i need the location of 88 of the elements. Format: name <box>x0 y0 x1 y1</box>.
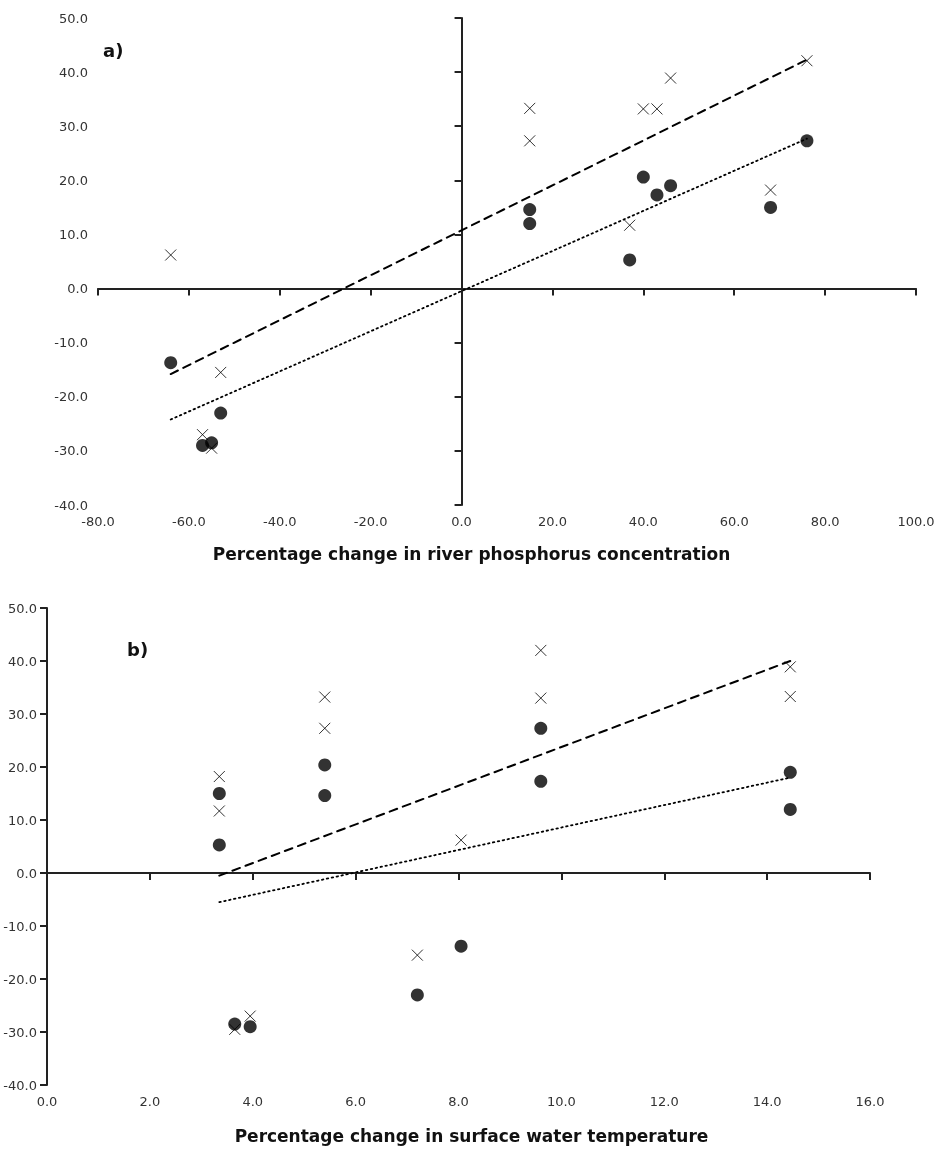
point <box>164 356 178 370</box>
point <box>800 54 813 67</box>
point <box>650 188 664 202</box>
x-tick-label: -20.0 <box>353 514 388 529</box>
point <box>764 200 778 214</box>
point <box>212 787 226 800</box>
text: a) <box>103 39 124 61</box>
point <box>318 758 332 772</box>
point <box>636 170 650 184</box>
x-tick-label: 12.0 <box>649 1094 679 1109</box>
point <box>523 217 537 231</box>
x-tick-label: 2.0 <box>139 1094 161 1109</box>
x-tick-label: 16.0 <box>855 1094 885 1109</box>
point <box>784 690 797 703</box>
point <box>455 834 468 847</box>
x-tick-label: 14.0 <box>752 1094 782 1109</box>
point <box>783 765 797 779</box>
point <box>534 721 548 735</box>
point <box>623 219 636 232</box>
text: b) <box>127 638 149 660</box>
y-tick-label: 0.0 <box>67 281 88 297</box>
y-tick-label: 50.0 <box>8 600 37 616</box>
point <box>523 102 536 115</box>
x-tick-label: 8.0 <box>448 1094 469 1109</box>
x-axis-title: Percentage change in surface water temperature <box>234 1125 709 1146</box>
y-tick-label: -20.0 <box>3 971 37 987</box>
point <box>214 366 227 379</box>
point <box>783 802 797 816</box>
point <box>784 660 797 673</box>
y-tick-label: -30.0 <box>3 1024 37 1040</box>
point <box>318 789 332 803</box>
x-tick-label: 0.0 <box>36 1094 58 1109</box>
y-tick-label: -10.0 <box>54 335 88 351</box>
y-tick-label: 20.0 <box>59 172 88 188</box>
y-tick-label: 30.0 <box>8 706 37 722</box>
y-tick-label: 40.0 <box>59 64 88 80</box>
point <box>196 428 209 441</box>
point <box>214 406 228 420</box>
x-tick-label: 80.0 <box>810 514 840 529</box>
x-tick-label: 60.0 <box>719 514 749 529</box>
point <box>637 102 650 115</box>
point <box>212 838 226 852</box>
point <box>534 774 548 788</box>
y-tick-label: -40.0 <box>54 497 88 513</box>
point <box>523 134 536 147</box>
point <box>800 134 814 148</box>
point <box>664 179 678 193</box>
point <box>650 102 663 115</box>
point <box>534 644 547 657</box>
point <box>454 939 468 953</box>
point <box>244 1010 257 1023</box>
point <box>523 203 537 217</box>
point <box>664 72 677 85</box>
x-axis-title: Percentage change in river phosphorus concentration <box>212 543 731 564</box>
y-tick-label: 10.0 <box>59 226 88 242</box>
x-tick-label: -40.0 <box>262 514 297 529</box>
x-tick-label: 10.0 <box>546 1094 576 1109</box>
y-tick-label: -30.0 <box>54 443 88 459</box>
point <box>764 184 777 197</box>
x-tick-label: 20.0 <box>537 514 567 529</box>
x-tick-label: -80.0 <box>81 514 115 529</box>
y-tick-label: -40.0 <box>3 1077 37 1093</box>
x-tick-label: 100.0 <box>897 514 935 529</box>
point <box>164 249 177 262</box>
x-tick-label: 6.0 <box>345 1094 366 1109</box>
x-tick-label: 40.0 <box>628 514 658 529</box>
point <box>318 722 331 735</box>
point <box>228 1017 242 1031</box>
point <box>534 692 547 705</box>
x-tick-label: 4.0 <box>242 1094 264 1109</box>
point <box>623 253 637 267</box>
y-tick-label: 20.0 <box>8 759 37 775</box>
point <box>205 436 219 450</box>
point <box>318 691 331 704</box>
point <box>243 1020 257 1034</box>
x-tick-label: 0.0 <box>451 514 472 529</box>
y-tick-label: 30.0 <box>59 118 88 134</box>
point <box>213 804 226 817</box>
y-tick-label: -20.0 <box>54 389 88 405</box>
y-tick-label: -10.0 <box>3 918 37 934</box>
x-tick-label: -60.0 <box>172 514 206 529</box>
point <box>213 770 226 783</box>
y-tick-label: 40.0 <box>8 653 37 669</box>
point <box>411 949 424 962</box>
y-tick-label: 10.0 <box>8 812 37 828</box>
point <box>410 988 424 1002</box>
y-tick-label: 0.0 <box>16 865 37 881</box>
y-tick-label: 50.0 <box>59 10 88 26</box>
